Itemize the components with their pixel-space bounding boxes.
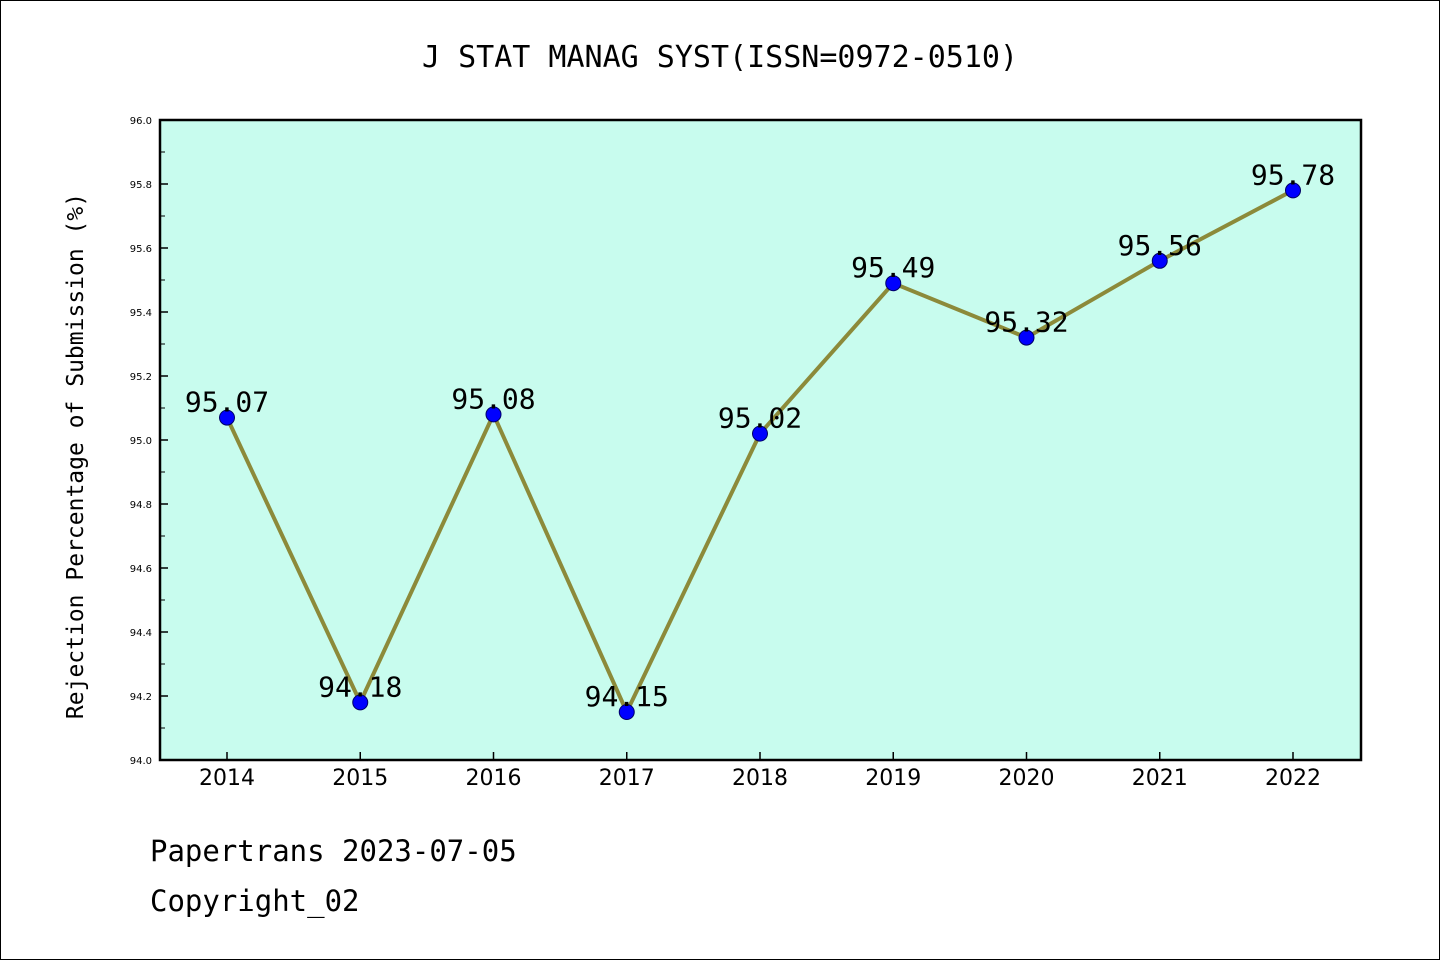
data-label: 95.32 (984, 306, 1068, 339)
footer-copyright: Copyright_02 (150, 884, 360, 918)
x-tick-label: 2017 (599, 766, 655, 791)
data-label: 95.78 (1251, 158, 1335, 191)
chart-title: J STAT MANAG SYST(ISSN=0972-0510) (422, 40, 1018, 75)
y-tick-label: 95.4 (130, 308, 152, 319)
data-point (752, 425, 768, 442)
y-tick-label: 94.8 (130, 500, 152, 511)
data-point (485, 406, 502, 423)
x-tick-label: 2016 (466, 766, 522, 791)
data-point (1018, 329, 1035, 346)
plot-border (158, 118, 1363, 762)
x-tick-label: 2018 (732, 766, 788, 791)
y-tick-label: 95.8 (130, 180, 152, 191)
footer-watermark-date: Papertrans 2023-07-05 (150, 834, 517, 868)
y-tick-label: 95.6 (130, 244, 152, 255)
x-tick-label: 2021 (1132, 766, 1188, 791)
data-point (219, 409, 235, 426)
data-point (1285, 182, 1301, 199)
x-tick-label: 2014 (199, 766, 255, 791)
data-label: 95.49 (851, 251, 935, 284)
y-axis-label: Rejection Percentage of Submission (%) (63, 193, 89, 719)
data-label: 95.07 (185, 386, 269, 419)
data-point (352, 694, 369, 711)
y-tick-label: 94.0 (130, 756, 152, 767)
data-point (1151, 252, 1168, 269)
data-point (885, 275, 902, 292)
y-tick-label: 95.2 (130, 372, 152, 383)
data-label: 94.18 (318, 670, 402, 703)
x-tick-label: 2022 (1265, 766, 1321, 791)
y-tick-label: 94.4 (130, 628, 152, 639)
y-tick-label: 94.6 (130, 564, 152, 575)
data-label: 95.56 (1118, 229, 1202, 262)
y-tick-label: 94.2 (130, 692, 152, 703)
data-labels: 95.07 94.18 95.08 94.15 95.02 95.49 95.32 95.56… (185, 158, 1335, 713)
x-tick-label: 2015 (332, 766, 388, 791)
x-axis: 2014 2015 2016 2017 2018 2019 2020 2021 2022 (199, 752, 1321, 791)
data-markers (219, 182, 1301, 720)
x-tick-label: 2020 (999, 766, 1055, 791)
y-tick-label: 96.0 (130, 116, 152, 127)
x-tick-label: 2019 (865, 766, 921, 791)
data-point (618, 704, 635, 720)
data-label: 95.02 (718, 402, 802, 435)
data-label: 94.15 (585, 680, 669, 713)
y-tick-label: 95.0 (130, 436, 152, 447)
data-label: 95.08 (451, 382, 535, 415)
